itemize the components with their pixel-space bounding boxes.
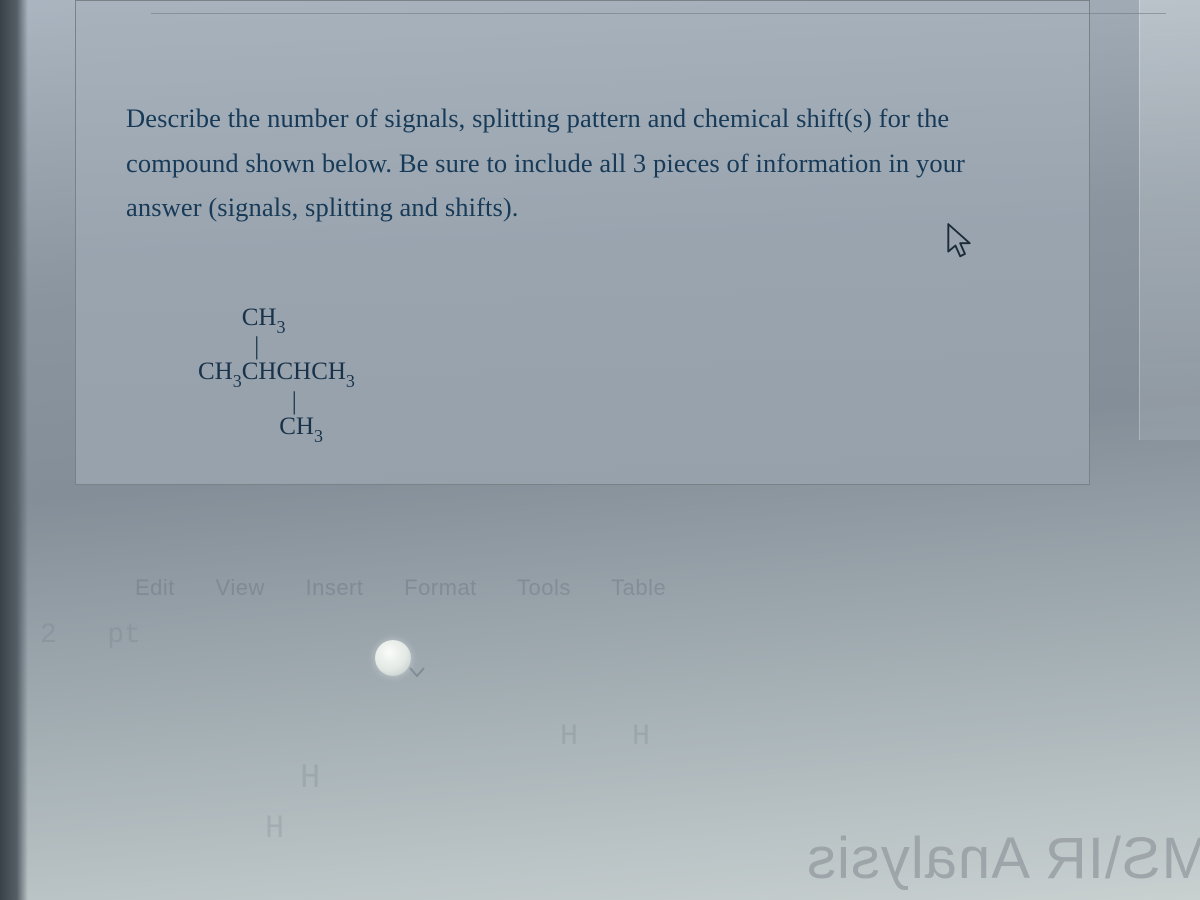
menu-format[interactable]: Format bbox=[404, 575, 477, 600]
menu-table[interactable]: Table bbox=[611, 575, 666, 600]
prompt-line-3: answer (signals, splitting and shifts). bbox=[126, 192, 519, 222]
question-box: Describe the number of signals, splittin… bbox=[75, 0, 1090, 485]
menu-tools[interactable]: Tools bbox=[517, 575, 571, 600]
chemical-structure: CH3 | CH3CHCHCH3 | CH3 bbox=[198, 305, 1039, 444]
editor-menu-ghost: Edit View Insert Format Tools Table bbox=[135, 575, 700, 601]
bleed-text-1: 2 pt bbox=[40, 620, 141, 651]
page-right-glare bbox=[1139, 0, 1200, 440]
prompt-line-2: compound shown below. Be sure to include… bbox=[126, 148, 965, 178]
chevron-down-icon bbox=[408, 662, 426, 685]
inner-rule bbox=[151, 13, 1166, 14]
page-watermark: MS\IR Analysis bbox=[806, 825, 1200, 892]
loading-spinner-ghost bbox=[375, 640, 411, 676]
cursor-icon bbox=[944, 223, 974, 261]
question-content: Describe the number of signals, splittin… bbox=[76, 1, 1089, 474]
menu-insert[interactable]: Insert bbox=[305, 575, 363, 600]
monitor-bezel-left bbox=[0, 0, 28, 900]
menu-edit[interactable]: Edit bbox=[135, 575, 175, 600]
screenshot-root: Describe the number of signals, splittin… bbox=[0, 0, 1200, 900]
prompt-line-1: Describe the number of signals, splittin… bbox=[126, 103, 949, 133]
bleed-text-4: H H bbox=[560, 720, 650, 754]
bleed-text-2: H bbox=[300, 760, 320, 798]
question-prompt: Describe the number of signals, splittin… bbox=[126, 96, 1039, 230]
bleed-text-3: H bbox=[265, 810, 284, 847]
menu-view[interactable]: View bbox=[216, 575, 265, 600]
